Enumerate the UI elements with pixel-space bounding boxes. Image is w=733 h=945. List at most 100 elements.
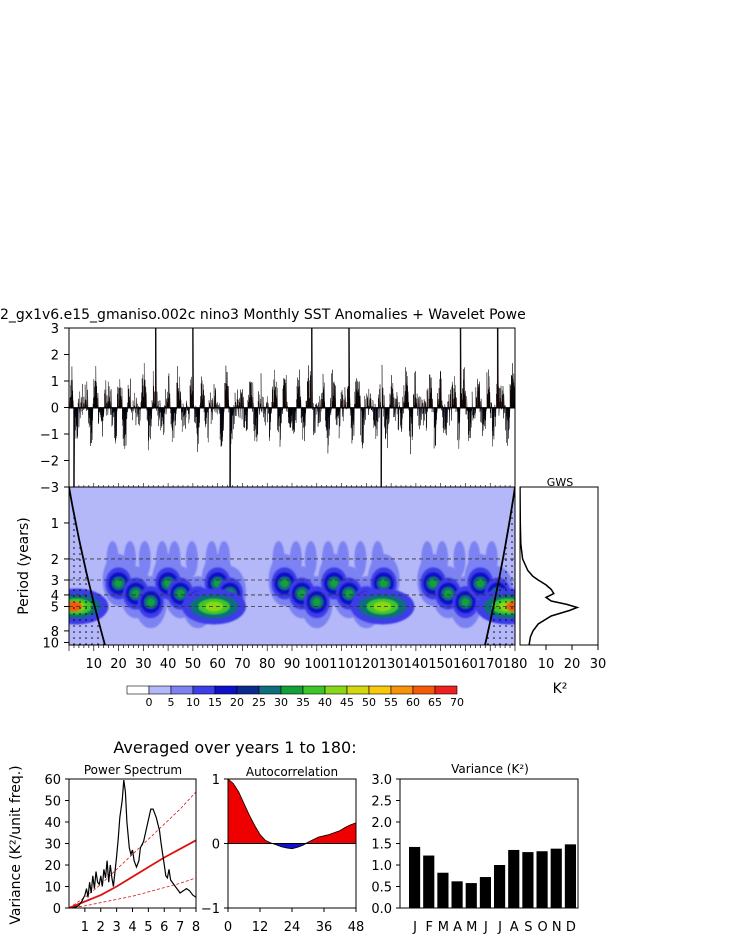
power-spectrum-x-tick-label: 3 bbox=[112, 920, 120, 935]
variance-bar-j-0 bbox=[409, 846, 421, 908]
wavelet-contour-35 bbox=[114, 579, 123, 588]
power-spectrum-x-tick-label: 8 bbox=[192, 920, 200, 935]
variance-month-label: N bbox=[552, 920, 562, 935]
anomaly-y-tick-label: 3 bbox=[51, 322, 59, 337]
gws-line bbox=[520, 487, 580, 645]
anomaly-y-tick-label: 2 bbox=[51, 349, 59, 364]
autocorrelation-panel: Autocorrelation 1 0 −1 0 12 24 36 48 bbox=[201, 765, 364, 935]
wavelet-x-tick-label: 10 bbox=[86, 657, 103, 672]
wavelet-x-tick-label: 50 bbox=[185, 657, 202, 672]
colorbar-swatch bbox=[368, 685, 392, 695]
autocorrelation-x-tick-label: 12 bbox=[252, 920, 269, 935]
wavelet-x-tick-label: 130 bbox=[379, 657, 404, 672]
variance-month-label: A bbox=[510, 920, 519, 935]
upper-confidence-line bbox=[69, 791, 196, 908]
variance-bar-d-11 bbox=[564, 844, 576, 908]
wavelet-x-tick-label: 60 bbox=[209, 657, 226, 672]
colorbar-label: 15 bbox=[208, 696, 222, 709]
spectrum-line bbox=[71, 780, 196, 908]
wavelet-contour-35 bbox=[444, 589, 453, 598]
autocorrelation-x-tick-label: 48 bbox=[348, 920, 365, 935]
variance-y-tick-label: 1.0 bbox=[371, 859, 392, 874]
gws-title: GWS bbox=[547, 476, 573, 489]
wavelet-contour-35 bbox=[176, 589, 185, 598]
wavelet-contour-35 bbox=[344, 589, 353, 598]
colorbar-label: 20 bbox=[230, 696, 244, 709]
colorbar-label: 30 bbox=[274, 696, 288, 709]
gws-x-tick-label: 30 bbox=[590, 657, 607, 672]
variance-month-label: M bbox=[466, 920, 477, 935]
autocorrelation-y-tick-label: −1 bbox=[201, 902, 220, 917]
colorbar-swatch bbox=[412, 685, 436, 695]
colorbar-swatch bbox=[236, 685, 260, 695]
wavelet-contours bbox=[69, 540, 515, 629]
gws-x-label: K² bbox=[553, 681, 568, 697]
power-spectrum-y-tick-label: 20 bbox=[44, 859, 61, 874]
autocorrelation-x-tick-label: 36 bbox=[316, 920, 333, 935]
variance-title: Variance (K²) bbox=[451, 762, 529, 776]
variance-month-label: D bbox=[566, 920, 576, 935]
power-spectrum-y-tick-label: 60 bbox=[44, 773, 61, 788]
power-spectrum-lines bbox=[69, 780, 196, 908]
colorbar-swatch bbox=[346, 685, 370, 695]
anomaly-y-tick-label: 0 bbox=[51, 402, 59, 417]
wavelet-streak bbox=[453, 540, 466, 577]
wavelet-streak bbox=[354, 540, 367, 577]
wavelet-contour-35 bbox=[146, 598, 155, 607]
variance-bar-s-8 bbox=[522, 852, 534, 908]
colorbar-swatch bbox=[280, 685, 304, 695]
autocorrelation-title: Autocorrelation bbox=[246, 765, 338, 779]
anomaly-positive-area bbox=[69, 327, 516, 409]
variance-bar-m-4 bbox=[465, 883, 477, 908]
variance-y-axis: 3.0 2.5 2.0 1.5 1.0 0.5 0.0 bbox=[371, 773, 400, 917]
wavelet-x-tick-label: 30 bbox=[135, 657, 152, 672]
colorbar-swatch bbox=[170, 685, 194, 695]
coi-shade-right bbox=[485, 487, 515, 645]
colorbar-label: 40 bbox=[318, 696, 332, 709]
wavelet-y-tick-label: 2 bbox=[51, 553, 59, 568]
power-spectrum-y-axis: 60 50 40 30 20 10 0 bbox=[44, 773, 69, 917]
power-spectrum-y-tick-label: 30 bbox=[44, 838, 61, 853]
gws-frame bbox=[519, 486, 599, 646]
wavelet-x-tick-label: 120 bbox=[354, 657, 379, 672]
colorbar-label: 5 bbox=[168, 696, 175, 709]
variance-month-label: A bbox=[453, 920, 462, 935]
autocorrelation-y-axis: 1 0 −1 bbox=[201, 773, 228, 917]
autocorrelation-y-tick-label: 1 bbox=[212, 773, 220, 788]
variance-bar-n-10 bbox=[550, 848, 562, 908]
wavelet-contour-35 bbox=[131, 589, 140, 598]
variance-bar-f-1 bbox=[423, 855, 435, 908]
cone-of-influence bbox=[69, 487, 515, 645]
main-title: 2_gx1v6.e15_gmaniso.002c nino3 Monthly S… bbox=[0, 307, 526, 323]
power-spectrum-y-tick-label: 10 bbox=[44, 881, 61, 896]
wavelet-x-tick-label: 110 bbox=[329, 657, 354, 672]
wavelet-contour-35 bbox=[297, 589, 306, 598]
colorbar-swatch bbox=[148, 685, 172, 695]
lower-confidence-line bbox=[69, 877, 196, 908]
colorbar-label: 65 bbox=[428, 696, 442, 709]
wavelet-streak bbox=[138, 540, 151, 577]
autocorrelation-area bbox=[227, 778, 357, 850]
colorbar-swatch bbox=[214, 685, 238, 695]
gws-x-tick-label: 20 bbox=[564, 657, 581, 672]
wavelet-x-tick-label: 70 bbox=[234, 657, 251, 672]
wavelet-contour-35 bbox=[330, 579, 339, 588]
wavelet-x-tick-label: 40 bbox=[160, 657, 177, 672]
variance-bar-a-3 bbox=[451, 881, 463, 908]
colorbar-label: 10 bbox=[186, 696, 200, 709]
colorbar-swatch bbox=[324, 685, 348, 695]
gws-panel: GWS 10 20 30 K² bbox=[519, 476, 607, 697]
variance-month-label: O bbox=[537, 920, 547, 935]
colorbar-swatch bbox=[434, 685, 458, 695]
autocorrelation-y-tick-label: 0 bbox=[212, 838, 220, 853]
wavelet-y-tick-label: 5 bbox=[51, 600, 59, 615]
wavelet-x-tick-label: 90 bbox=[284, 657, 301, 672]
anomaly-y-axis: 3 2 1 0 −1 −2 −3 bbox=[40, 322, 516, 496]
wavelet-x-tick-label: 100 bbox=[304, 657, 329, 672]
variance-y-tick-label: 2.5 bbox=[371, 795, 392, 810]
variance-y-tick-label: 0.0 bbox=[371, 902, 392, 917]
